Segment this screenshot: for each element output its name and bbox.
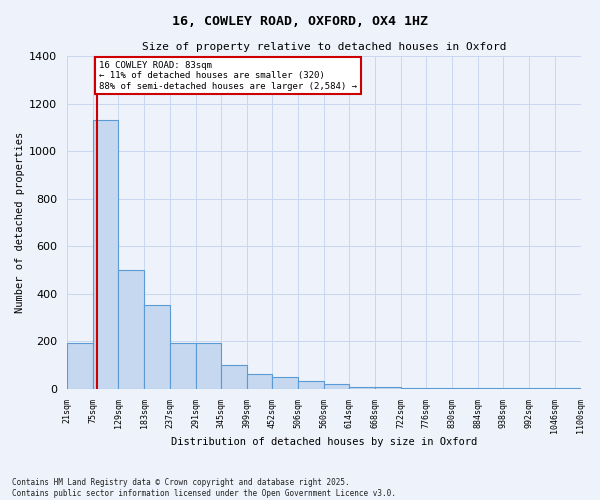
Y-axis label: Number of detached properties: Number of detached properties	[15, 132, 25, 313]
Text: 16, COWLEY ROAD, OXFORD, OX4 1HZ: 16, COWLEY ROAD, OXFORD, OX4 1HZ	[172, 15, 428, 28]
Bar	[144, 306, 170, 388]
Bar	[196, 344, 221, 388]
X-axis label: Distribution of detached houses by size in Oxford: Distribution of detached houses by size …	[170, 438, 477, 448]
Bar	[170, 344, 196, 388]
Bar	[118, 270, 144, 388]
Text: Contains HM Land Registry data © Crown copyright and database right 2025.
Contai: Contains HM Land Registry data © Crown c…	[12, 478, 396, 498]
Title: Size of property relative to detached houses in Oxford: Size of property relative to detached ho…	[142, 42, 506, 52]
Bar	[272, 376, 298, 388]
Bar	[247, 374, 272, 388]
Bar	[221, 365, 247, 388]
Bar	[298, 382, 323, 388]
Text: 16 COWLEY ROAD: 83sqm
← 11% of detached houses are smaller (320)
88% of semi-det: 16 COWLEY ROAD: 83sqm ← 11% of detached …	[99, 61, 357, 90]
Bar	[323, 384, 349, 388]
Bar	[67, 344, 93, 388]
Bar	[93, 120, 118, 388]
